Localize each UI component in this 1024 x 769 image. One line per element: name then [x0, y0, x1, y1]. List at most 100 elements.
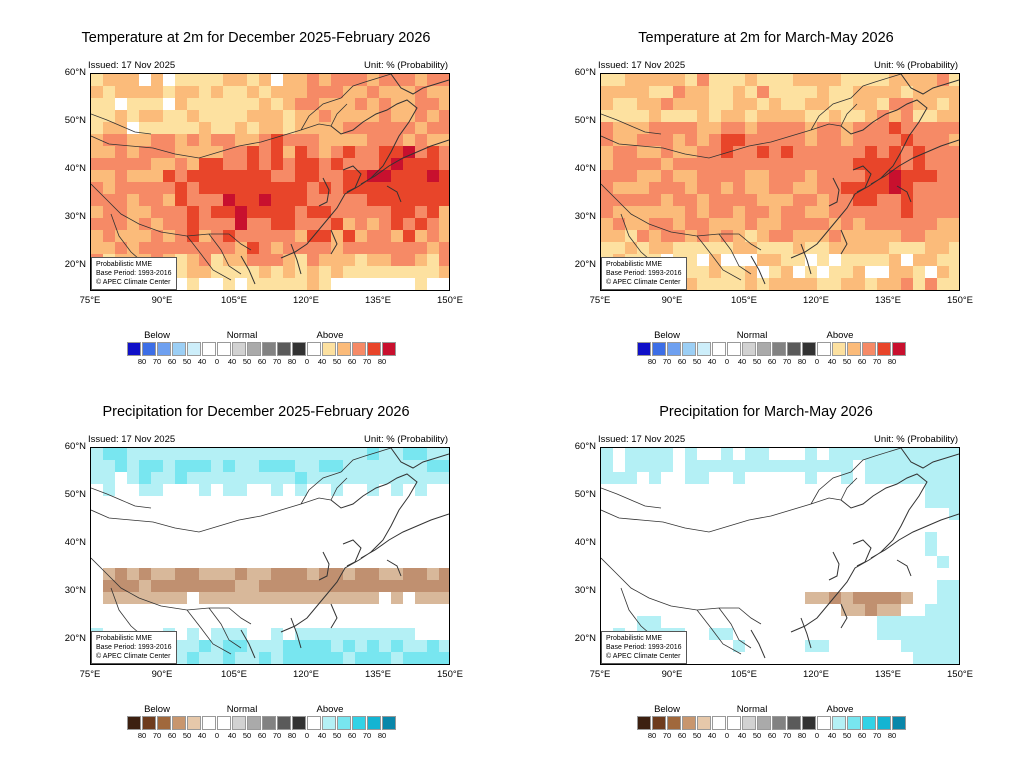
map-cell — [889, 628, 901, 640]
map-cell — [223, 86, 235, 98]
map-cell — [913, 448, 925, 460]
map-cell — [673, 74, 685, 86]
map-cell — [661, 98, 673, 110]
map-cell — [841, 206, 853, 218]
map-cell — [139, 484, 151, 496]
map-cell — [937, 496, 949, 508]
map-cell — [151, 448, 163, 460]
map-cell — [103, 86, 115, 98]
map-cell — [355, 206, 367, 218]
map-cell — [685, 170, 697, 182]
map-cell — [793, 86, 805, 98]
map-cell — [259, 278, 271, 290]
lat-label: 50°N — [574, 115, 596, 126]
map-cell — [793, 122, 805, 134]
map-cell — [415, 472, 427, 484]
map-cell — [685, 266, 697, 278]
map-cell — [163, 122, 175, 134]
map-cell — [721, 278, 733, 290]
map-cell — [841, 472, 853, 484]
map-cell — [721, 86, 733, 98]
map-cell — [745, 86, 757, 98]
map-cell — [139, 460, 151, 472]
map-cell — [637, 158, 649, 170]
map-cell — [403, 628, 415, 640]
map-cell — [733, 134, 745, 146]
map-cell — [625, 472, 637, 484]
map-cell — [817, 218, 829, 230]
map-cell — [127, 158, 139, 170]
map-cell — [925, 278, 937, 290]
map-cell — [853, 146, 865, 158]
map-cell — [271, 98, 283, 110]
map-cell — [685, 110, 697, 122]
map-cell — [709, 242, 721, 254]
map-cell — [403, 206, 415, 218]
map-cell — [211, 580, 223, 592]
map-cell — [865, 460, 877, 472]
map-cell — [415, 74, 427, 86]
colorbar-swatch — [787, 716, 801, 730]
map-cell — [103, 592, 115, 604]
legend-number: 40 — [227, 731, 237, 740]
map-cell — [949, 134, 959, 146]
map-cell — [865, 158, 877, 170]
map-cell — [937, 98, 949, 110]
map-cell — [769, 278, 781, 290]
map-cell — [877, 604, 889, 616]
legend-number: 50 — [182, 357, 192, 366]
lat-label: 60°N — [64, 67, 86, 78]
map-cell — [271, 206, 283, 218]
map-cell — [637, 86, 649, 98]
map-cell — [913, 146, 925, 158]
map-cell — [415, 170, 427, 182]
colorbar-swatch — [757, 342, 771, 356]
map-cell — [781, 254, 793, 266]
map-cell — [427, 448, 439, 460]
map-cell — [793, 182, 805, 194]
map-cell — [295, 194, 307, 206]
map-cell — [781, 278, 793, 290]
map-cell — [439, 568, 449, 580]
map-cell — [841, 460, 853, 472]
map-cell — [379, 86, 391, 98]
map-cell — [247, 110, 259, 122]
map-cell — [115, 194, 127, 206]
map-cell — [199, 194, 211, 206]
colorbar-swatch — [802, 342, 816, 356]
legend-number: 60 — [167, 731, 177, 740]
map-cell — [331, 640, 343, 652]
coastline — [240, 74, 449, 285]
map-cell — [685, 86, 697, 98]
lat-label: 30°N — [574, 211, 596, 222]
map-cell — [637, 616, 649, 628]
map-cell — [901, 242, 913, 254]
map-cell — [271, 110, 283, 122]
map-cell — [925, 98, 937, 110]
map-cell — [271, 182, 283, 194]
map-cell — [649, 460, 661, 472]
map-cell — [211, 170, 223, 182]
legend-number: 60 — [857, 731, 867, 740]
map-cell — [259, 86, 271, 98]
map-cell — [115, 568, 127, 580]
colorbar-swatch — [247, 716, 261, 730]
map-cell — [211, 110, 223, 122]
map-cell — [841, 74, 853, 86]
map-cell — [613, 74, 625, 86]
map-cell — [175, 110, 187, 122]
map-cell — [271, 146, 283, 158]
map-cell — [805, 194, 817, 206]
map-cell — [829, 266, 841, 278]
map-cell — [295, 652, 307, 664]
map-cell — [601, 74, 613, 86]
map-cell — [793, 254, 805, 266]
map-cell — [427, 242, 439, 254]
map-cell — [817, 278, 829, 290]
probability-map — [601, 74, 959, 290]
map-cell — [307, 568, 319, 580]
map-cell — [259, 74, 271, 86]
map-cell — [271, 218, 283, 230]
map-cell — [355, 242, 367, 254]
colorbar-swatch — [277, 342, 291, 356]
